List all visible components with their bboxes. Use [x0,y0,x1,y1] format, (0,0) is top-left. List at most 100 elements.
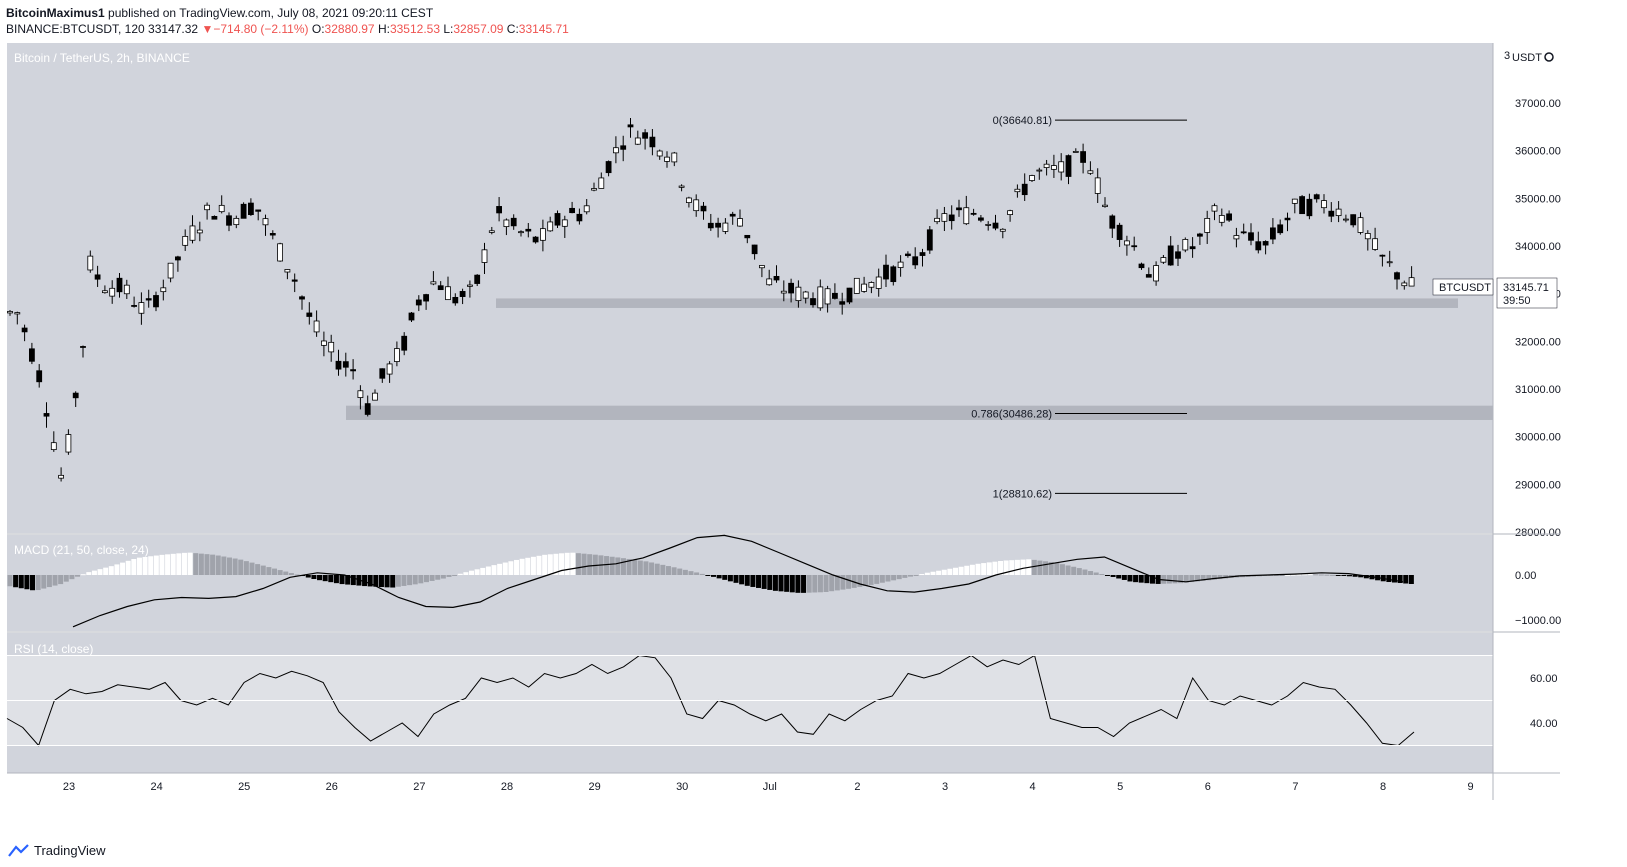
macd-bar [395,575,401,587]
candle-body [1372,238,1378,250]
macd-bar [885,575,891,582]
macd-bar [294,574,300,576]
candle-body [291,279,298,282]
macd-bar [24,575,30,590]
candle [393,341,400,367]
price-pane[interactable] [7,43,1493,533]
macd-bar [1403,575,1409,584]
macd-bar [525,557,531,575]
candle-body [846,287,853,303]
macd-bar [1003,560,1009,575]
macd-bar [120,562,126,575]
candle [1145,267,1152,278]
candle [1138,262,1145,270]
candle-body [233,217,240,226]
candle-body [1270,227,1276,240]
macd-bar [1397,575,1403,584]
macd-bar [615,557,621,575]
macd-bar [1330,574,1336,576]
macd-bar [1285,574,1291,576]
macd-bar [564,552,570,575]
low-label: L: [443,22,454,36]
macd-bar [1104,575,1110,576]
candle [554,210,561,229]
candle-body [123,284,130,295]
candle [1051,154,1057,178]
macd-bar [63,575,69,582]
candle-body [364,403,371,415]
candle [1021,173,1028,201]
candle-body [14,312,21,315]
candle [788,278,794,303]
candle-body [1094,177,1101,194]
candle-body [1109,215,1116,229]
candle [1065,154,1072,185]
candle-body [1131,245,1138,248]
gear-icon[interactable] [1544,52,1554,62]
macd-bar [170,553,176,575]
macd-bar [7,575,13,587]
candle [875,268,882,297]
candle-body [474,274,481,284]
low-value: 32857.09 [453,22,504,36]
author-name[interactable]: BitcoinMaximus1 [6,6,105,20]
macd-bar [497,563,503,575]
candle [328,334,335,362]
brand-name[interactable]: TradingView [34,843,106,858]
macd-bar [958,566,964,575]
candle-body [1204,218,1211,233]
macd-bar [41,575,47,589]
macd-bar [553,553,559,575]
candle [1284,212,1291,232]
macd-bar [587,554,593,575]
macd-bar [581,553,587,575]
macd-bar [964,565,970,575]
macd-pane[interactable] [7,535,1493,631]
candle [634,130,641,145]
macd-bar [604,556,610,575]
macd-bar [727,575,733,582]
candle-body [810,298,816,306]
candle [1291,198,1298,214]
candle [335,349,342,376]
candle-body [306,312,313,317]
macd-bar [722,575,728,580]
candle [284,269,291,280]
macd-bar [1217,575,1223,580]
candle-body [693,199,700,212]
time-tick: 3 [942,781,948,793]
candle-body [970,212,977,215]
candle [1167,236,1174,266]
macd-bar [936,570,942,575]
candle [1372,227,1378,251]
macd-bar [716,575,722,579]
macd-bar [502,562,508,575]
candle-body [226,215,232,226]
currency-label[interactable]: USDT [1512,52,1542,64]
candle-body [978,217,984,221]
macd-bar [699,573,705,575]
candle [43,402,50,428]
candle-body [1145,274,1152,278]
macd-bar [992,561,998,575]
time-tick: Jul [763,781,777,793]
macd-bar [1206,575,1212,581]
macd-bar [1099,573,1105,575]
fib-label: 0(36640.81) [993,115,1052,127]
macd-bar [767,575,773,590]
candle-body [503,219,510,228]
candle [211,215,218,220]
candle [255,209,262,221]
candle-body [554,213,561,226]
candle-body [737,218,743,227]
fib-label: 1(28810.62) [993,488,1052,500]
macd-bar [536,555,542,575]
candle [824,285,831,313]
macd-line [72,534,1404,628]
macd-bar [378,575,384,588]
price-label: 33145.71 39:50 [1496,277,1558,309]
macd-bar [1020,559,1026,575]
macd-bar [930,571,936,575]
macd-bar [609,556,615,575]
